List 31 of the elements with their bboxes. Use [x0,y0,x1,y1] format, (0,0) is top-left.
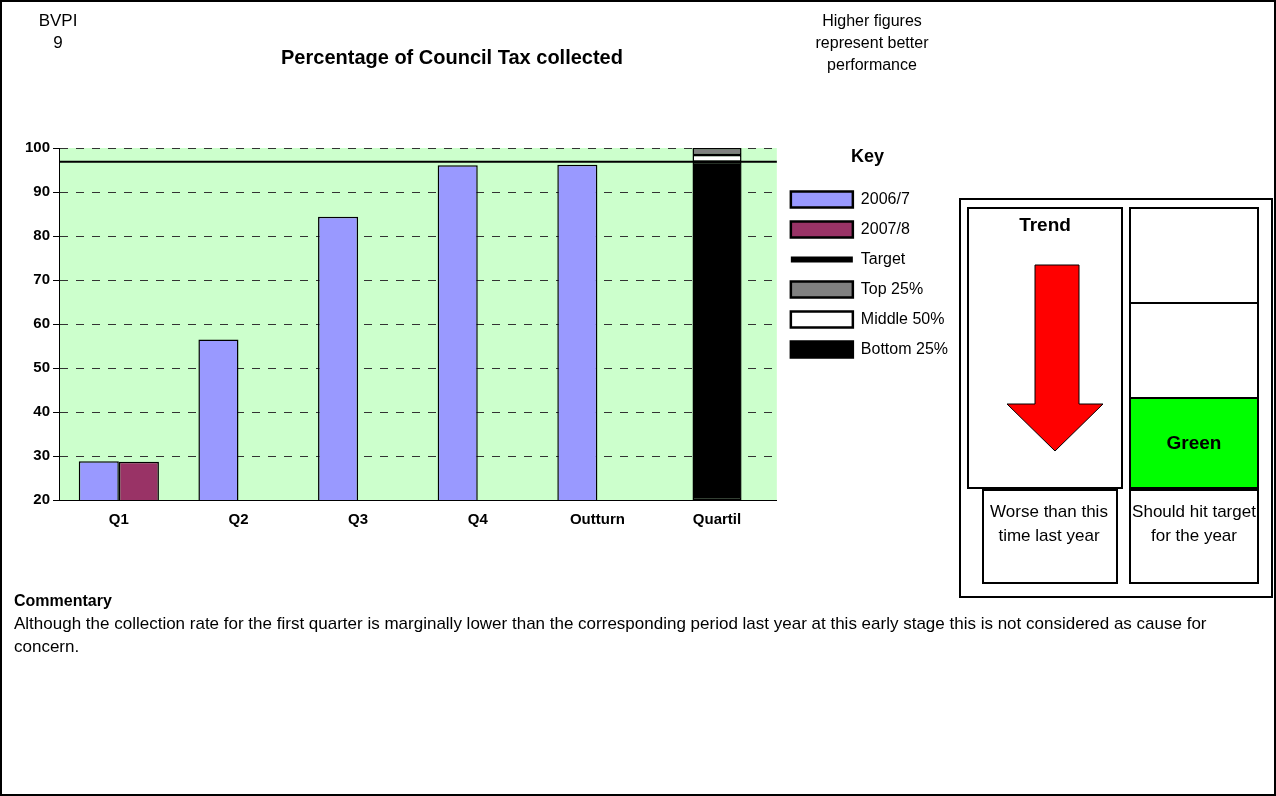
legend-label: Target [860,250,906,268]
chart-title: Percentage of Council Tax collected [280,46,624,69]
legend-label: Middle 50% [860,310,945,328]
legend-label: Top 25% [860,280,924,298]
text: Green [1165,432,1223,454]
text: Trend [1018,214,1072,236]
y-tick-label: 30 [33,446,51,464]
x-tick-label: Outturn [569,510,625,528]
x-tick-label: Q1 [108,510,129,528]
x-tick-label: Q2 [228,510,249,528]
x-tick-label: Q3 [348,510,369,528]
y-tick-label: 70 [33,270,51,288]
y-tick-label: 60 [33,314,51,332]
text: Higher figures represent better performance [814,11,930,75]
x-tick-label: Q4 [467,510,489,528]
y-tick-label: 40 [33,402,51,420]
legend-label: 2006/7 [860,190,910,208]
text: Should hit target for the year [1131,501,1257,547]
text: BVPI 9 [38,10,78,54]
text: Worse than this time last year [989,501,1109,547]
text: Although the collection rate for the first quarter is marginally lower than the corresponding period last year at this early stage this is not considered as cause for concern. [14,613,1208,658]
legend-label: Bottom 25% [860,340,948,358]
legend-title: Key [850,145,884,166]
y-tick-label: 100 [25,138,51,156]
legend-label: 2007/8 [860,220,910,238]
y-tick-label: 80 [33,226,51,244]
text: Commentary [14,592,112,610]
y-tick-label: 20 [33,490,51,508]
x-tick-label: Quartil [692,510,742,528]
y-tick-label: 90 [33,182,51,200]
y-tick-label: 50 [33,358,51,376]
